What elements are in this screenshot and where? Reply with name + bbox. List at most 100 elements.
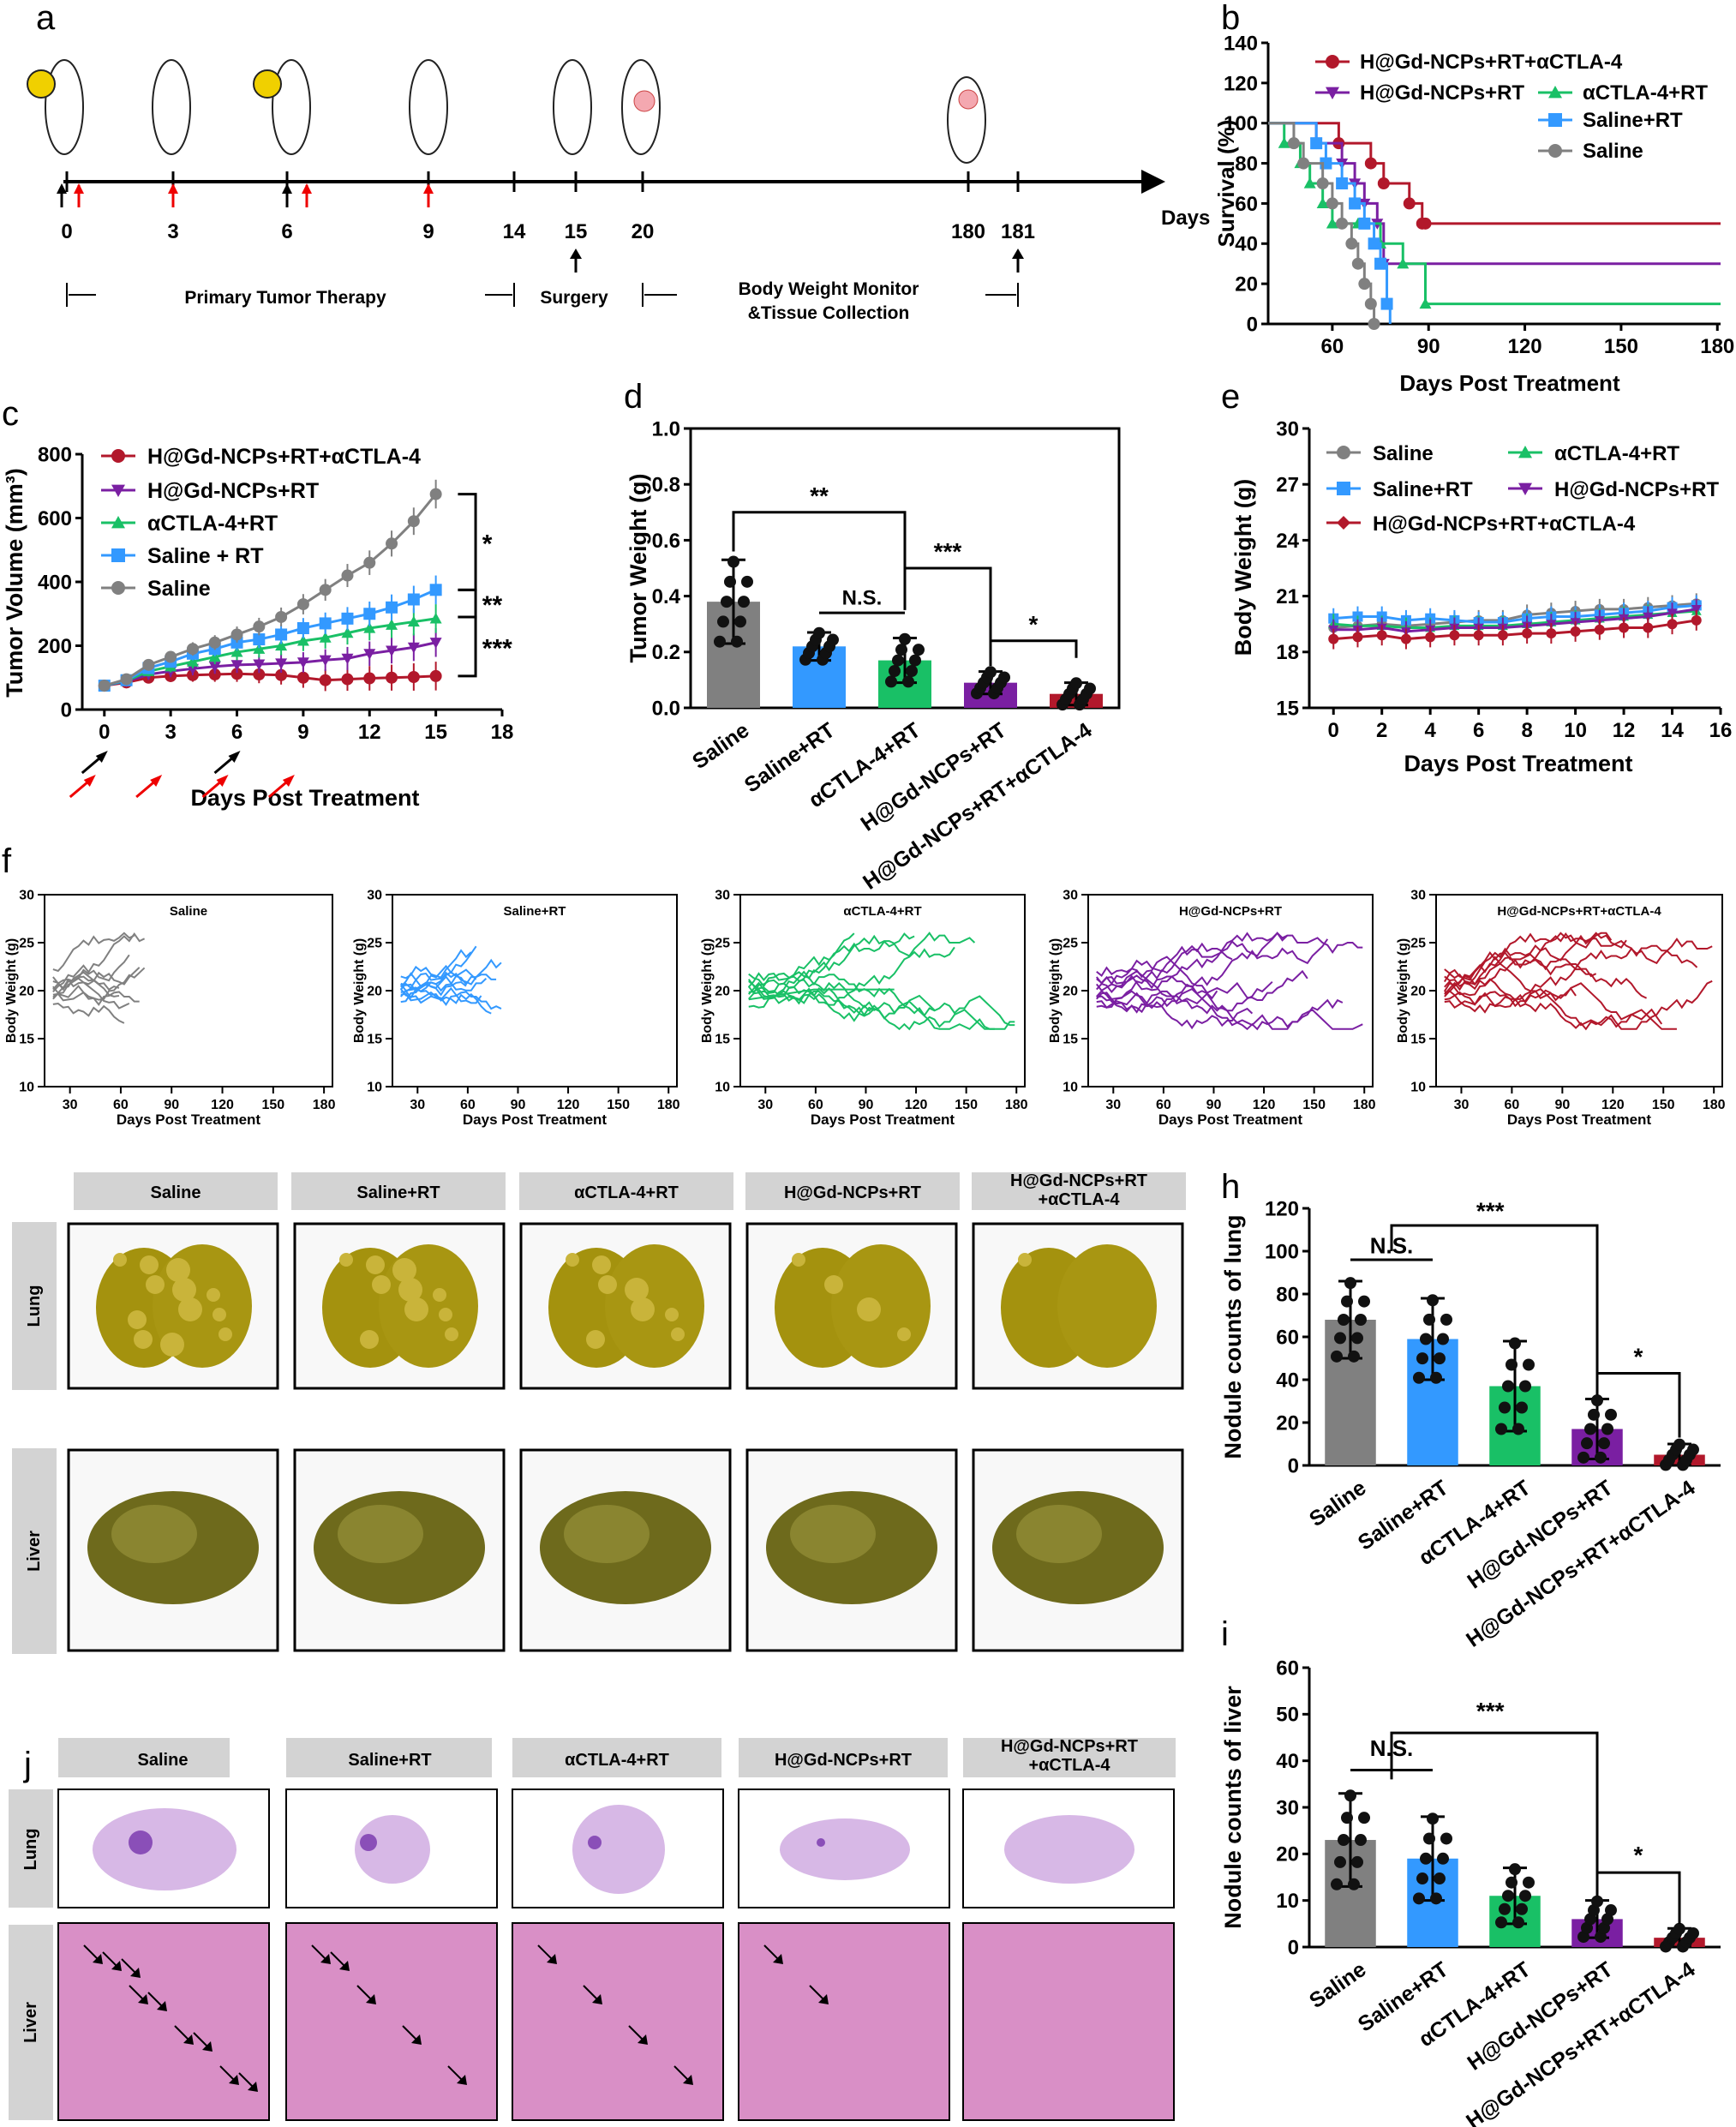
data-dot [1334,1332,1346,1345]
panel-label-c: c [2,395,19,433]
lung-nodule [792,1253,805,1267]
plot-frame [392,894,678,1087]
panel-label-d: d [624,378,643,416]
significance-bracket [458,615,477,678]
y-axis-label: Nodule counts of liver [1220,1686,1246,1929]
data-dot [895,644,907,656]
data-dot [1420,1333,1432,1345]
subplot-title: H@Gd-NCPs+RT+αCTLA-4 [1497,904,1661,919]
weight-point [1328,633,1339,644]
tumor-point [363,649,376,660]
y-tick-label: 15 [367,1033,382,1047]
survival-point [1397,257,1410,269]
up-arrow-icon [570,249,582,259]
lung-nodule [404,1297,428,1321]
legend-label: Saline [1583,140,1643,163]
tumor-point [230,660,243,671]
tumor-point [319,632,332,643]
x-tick-label: 6 [231,721,242,744]
treatment-arrow-icon [282,775,295,787]
x-tick-label: 16 [1709,719,1733,742]
legend-label: αCTLA-4+RT [1583,81,1708,105]
red-arrow-icon [423,183,434,194]
legend-marker [111,516,125,529]
timeline-day-label: 3 [167,220,178,243]
lung-nodule [398,1278,422,1302]
mouse-weight-trace [52,954,130,985]
data-dot [1423,1313,1435,1326]
x-axis-label: Days Post Treatment [1158,1111,1303,1128]
y-tick-label: 0.0 [652,697,680,720]
data-dot [1437,1852,1449,1865]
data-dot [1084,682,1096,695]
y-tick-label: 30 [19,889,34,903]
y-tick-label: 100 [1265,1240,1299,1263]
legend-label: H@Gd-NCPs+RT+αCTLA-4 [1373,512,1636,536]
x-tick-label: 120 [211,1098,234,1112]
y-tick-label: 0.2 [652,641,680,664]
legend-marker [1326,87,1339,99]
data-dot [1416,1352,1428,1365]
legend-marker [1326,55,1339,69]
category-label: H@Gd-NCPs+RT [856,718,1010,836]
tumor-weight-chart: 0.0 0.2 0.4 0.6 0.8 1.0 Tumor Weight (g) Saline… [626,417,1121,895]
data-dot [1351,1332,1363,1345]
lung-nodule [586,1330,605,1349]
data-dot [899,632,911,645]
weight-point [1667,608,1678,619]
x-tick-label: 60 [1505,1098,1520,1112]
tumor-point [429,638,442,649]
mouse-weight-trace [1096,990,1363,1031]
y-tick-label: 20 [367,985,382,999]
mouse-weight-trace [52,991,140,1006]
weight-point [1691,605,1702,614]
tumor-point [429,669,442,682]
data-dot [1434,1352,1446,1365]
plot-frame [44,894,333,1087]
x-tick-label: 8 [1521,719,1532,742]
survival-point [1336,177,1349,189]
y-tick-label: 20 [1235,273,1258,297]
x-tick-label: 2 [1376,719,1387,742]
data-dot [1502,1890,1514,1902]
survival-point [1278,137,1290,148]
lung-nodule [625,1278,649,1302]
treatment-arrow-icon [150,775,163,787]
arrow-icon [773,1954,783,1964]
data-dot [1351,1855,1363,1868]
arrow-icon [366,1994,376,2004]
data-dot [714,635,726,648]
data-dot [1413,1371,1425,1384]
x-tick-label: 60 [1321,335,1344,358]
mouse-icon [409,59,448,155]
mouse-weight-trace [748,946,955,1006]
timeline-axis-label: Days [1161,207,1210,230]
liver-lobe [790,1505,876,1563]
survival-point [1316,177,1329,189]
lung-nodule [366,1255,385,1274]
y-tick-label: 60 [1235,193,1258,216]
tumor-point [363,608,376,620]
tumor-focus [129,1830,153,1854]
lung-nodule [213,1308,226,1321]
mouse-weight-trace [400,991,502,1010]
y-axis-label: Body Weight (g) [352,938,367,1043]
tumor-point [230,628,243,641]
weight-point [1691,614,1702,626]
x-tick-label: 180 [1353,1098,1376,1112]
arrow-icon [130,1968,141,1978]
mouse-weight-trace [1096,987,1344,1030]
tumor-point [186,643,199,656]
significance-bracket [732,511,907,568]
legend-marker [1337,446,1350,459]
weight-point [1643,612,1654,622]
arrow-icon [202,2041,213,2052]
data-dot [1416,1872,1428,1885]
tumor-point [275,668,288,681]
plot-frame [1435,894,1723,1087]
x-tick-label: 150 [607,1098,630,1112]
j-header-hgd-rt-actla-line2: +αCTLA-4 [1028,1756,1110,1775]
survival-point [1380,297,1393,310]
y-tick-label: 20 [1276,1843,1299,1866]
y-tick-label: 24 [1276,530,1299,553]
